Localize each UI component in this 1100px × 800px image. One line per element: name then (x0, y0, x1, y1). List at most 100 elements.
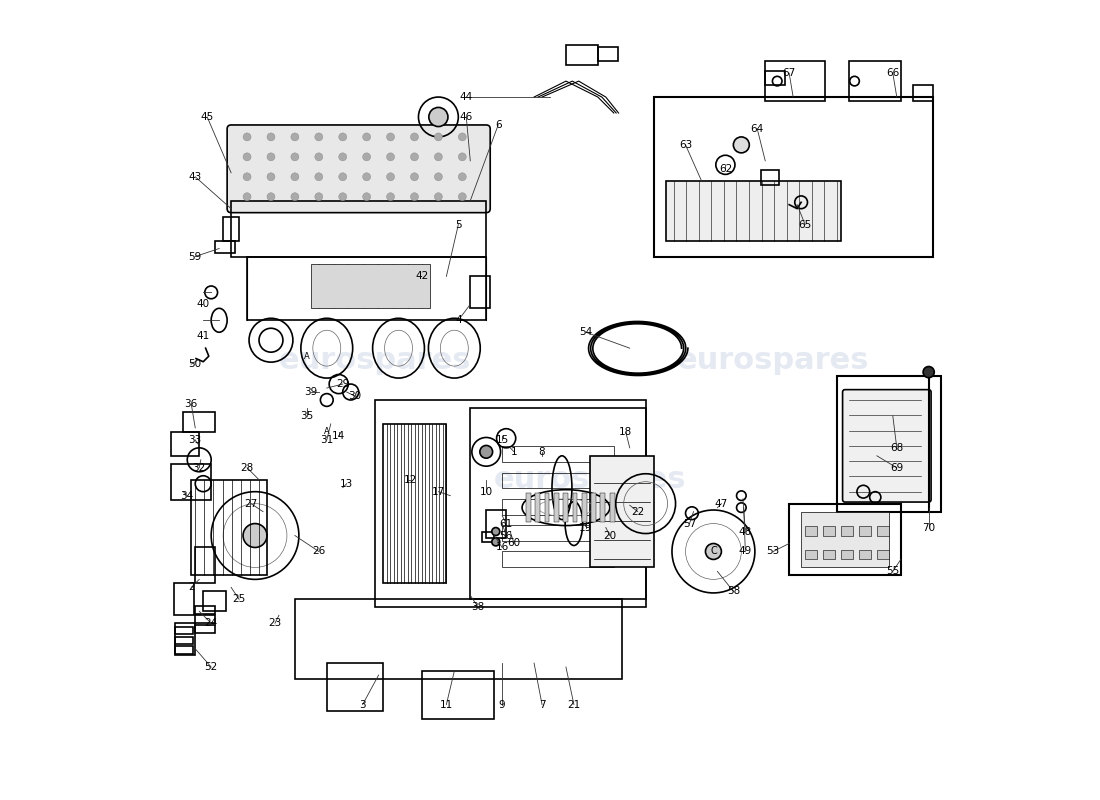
Bar (653, 97, 933, 257)
Text: 11: 11 (440, 699, 453, 710)
Text: A: A (323, 427, 330, 436)
Circle shape (339, 133, 346, 141)
Text: 45: 45 (200, 112, 213, 122)
Bar (877, 526, 889, 535)
Text: 18: 18 (619, 427, 632, 437)
Text: 49: 49 (739, 546, 752, 557)
Text: 28: 28 (241, 462, 254, 473)
Bar (666, 181, 842, 241)
Bar (216, 241, 235, 253)
Circle shape (434, 173, 442, 181)
Circle shape (315, 173, 322, 181)
Text: 55: 55 (887, 566, 900, 577)
Text: eurospares: eurospares (494, 466, 686, 494)
Bar (823, 526, 835, 535)
Text: 24: 24 (205, 618, 218, 628)
Circle shape (492, 527, 499, 535)
FancyBboxPatch shape (227, 125, 491, 213)
Text: C: C (711, 546, 717, 557)
Circle shape (459, 133, 466, 141)
Circle shape (363, 193, 371, 201)
Text: eurospares: eurospares (676, 346, 869, 374)
Bar (823, 550, 835, 559)
Circle shape (923, 366, 934, 378)
Text: 21: 21 (568, 699, 581, 710)
Text: 15: 15 (495, 435, 509, 445)
Circle shape (290, 193, 299, 201)
Text: 14: 14 (332, 431, 345, 441)
Circle shape (386, 173, 395, 181)
Circle shape (290, 153, 299, 161)
Text: 36: 36 (185, 399, 198, 409)
Text: 42: 42 (416, 271, 429, 282)
Bar (195, 625, 216, 633)
Bar (801, 512, 889, 567)
Bar (526, 494, 531, 522)
Bar (859, 550, 871, 559)
Circle shape (434, 153, 442, 161)
Circle shape (386, 153, 395, 161)
Text: 16: 16 (495, 542, 509, 553)
Bar (601, 494, 605, 522)
Text: 25: 25 (232, 594, 245, 604)
Circle shape (459, 153, 466, 161)
Text: 27: 27 (244, 498, 257, 509)
Text: 19: 19 (580, 522, 593, 533)
Text: 32: 32 (192, 462, 206, 473)
Text: 22: 22 (631, 506, 645, 517)
Bar (913, 85, 933, 101)
Bar (859, 526, 871, 535)
Text: 70: 70 (922, 522, 935, 533)
Text: 68: 68 (890, 443, 903, 453)
Bar (591, 494, 596, 522)
Bar (383, 424, 447, 583)
Bar (191, 480, 267, 575)
Text: 47: 47 (715, 498, 728, 509)
Text: 59: 59 (188, 251, 202, 262)
Text: 46: 46 (460, 112, 473, 122)
Bar (471, 277, 491, 308)
Bar (503, 499, 614, 515)
Circle shape (459, 173, 466, 181)
Text: 13: 13 (340, 478, 353, 489)
Bar (195, 547, 216, 583)
Circle shape (243, 193, 251, 201)
Bar (609, 494, 615, 522)
Text: 52: 52 (205, 662, 218, 672)
Text: 56: 56 (499, 530, 513, 541)
Text: 57: 57 (683, 518, 696, 529)
Text: 1: 1 (510, 447, 517, 457)
Bar (503, 551, 614, 567)
Bar (175, 646, 192, 654)
Text: 69: 69 (890, 462, 903, 473)
Text: 34: 34 (180, 490, 194, 501)
Bar (195, 615, 216, 623)
Bar (175, 637, 192, 644)
Bar (805, 526, 817, 535)
Text: 35: 35 (300, 411, 313, 421)
Text: 7: 7 (539, 699, 546, 710)
Text: 23: 23 (268, 618, 282, 628)
Circle shape (410, 173, 418, 181)
Bar (503, 525, 614, 541)
Text: 66: 66 (887, 68, 900, 78)
Bar (486, 510, 506, 538)
Text: 17: 17 (432, 486, 446, 497)
Text: 29: 29 (337, 379, 350, 389)
Circle shape (315, 153, 322, 161)
Bar (597, 47, 618, 61)
Circle shape (339, 153, 346, 161)
Bar (582, 494, 586, 522)
Bar (223, 217, 239, 241)
Text: 44: 44 (460, 92, 473, 102)
Text: 61: 61 (499, 518, 513, 529)
Bar (590, 456, 653, 567)
Text: 5: 5 (455, 220, 462, 230)
Text: 65: 65 (799, 220, 812, 230)
Circle shape (434, 133, 442, 141)
Text: 58: 58 (727, 586, 740, 596)
Text: 2: 2 (188, 582, 195, 592)
Circle shape (386, 193, 395, 201)
Text: 30: 30 (348, 391, 361, 401)
Text: 39: 39 (305, 387, 318, 397)
